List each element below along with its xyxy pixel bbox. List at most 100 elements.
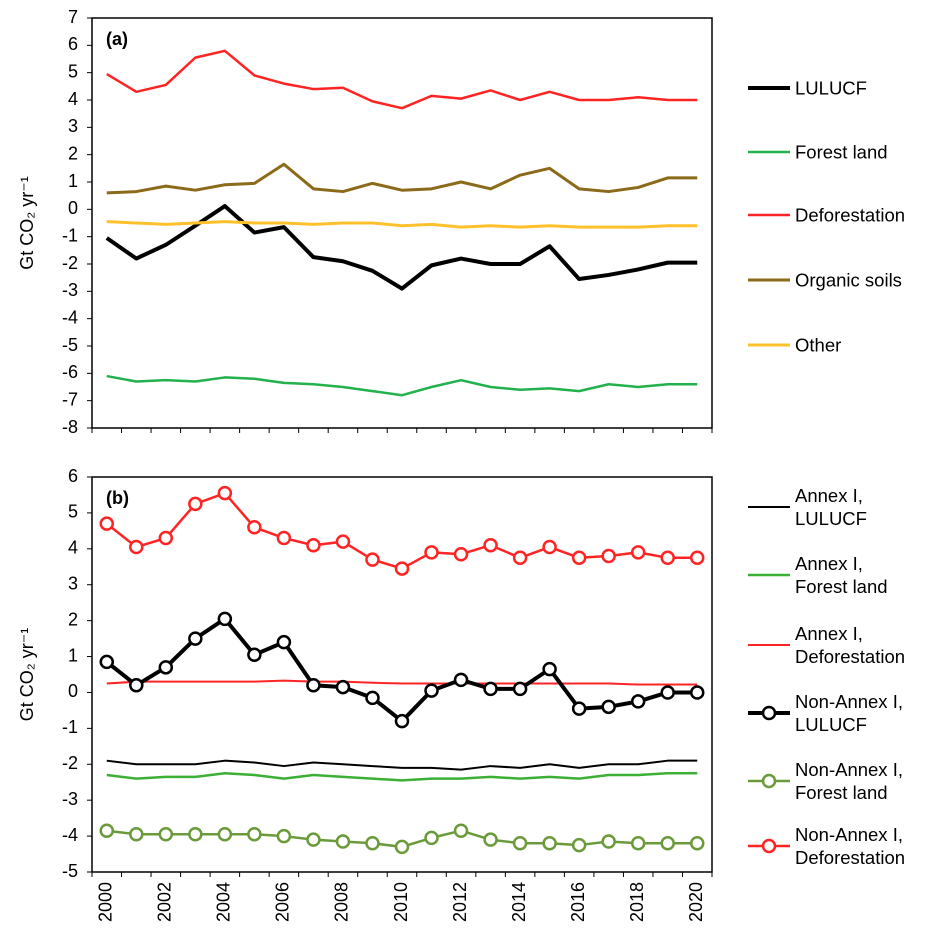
data-point [601,834,616,849]
data-point [453,672,469,688]
y-tick-label: -2 [62,253,78,273]
data-point [217,611,233,627]
data-point [453,823,469,838]
legend-label: Annex I, LULUCF [795,485,867,529]
legend-marker [761,705,777,721]
y-tick-label: 0 [68,198,78,218]
y-tick-label: -6 [62,362,78,382]
data-point [660,685,675,700]
data-point [188,496,203,512]
data-point [660,550,675,566]
y-tick-label: 0 [68,681,78,701]
data-point [424,545,439,560]
data-point [453,546,469,562]
y-tick-label: 3 [68,116,78,136]
x-tick-label: 2000 [96,882,116,922]
y-tick-label: 2 [68,609,78,629]
data-point [365,690,380,706]
data-point [630,694,646,709]
data-point [512,836,528,851]
x-tick-label: 2012 [450,882,470,922]
y-tick-label: 3 [68,573,78,593]
y-tick-label: -7 [62,389,78,409]
series-line [106,679,698,686]
data-point [424,683,439,698]
data-point [571,550,587,566]
series-line [106,49,698,110]
data-point [394,561,410,576]
data-point [483,681,498,697]
y-tick-label: -1 [62,225,78,245]
series-line [105,204,698,291]
y-tick-label: 5 [68,61,78,81]
x-tick-label: 2020 [686,882,706,922]
x-tick-label: 2016 [568,882,588,922]
data-point [129,827,144,842]
data-point [99,516,115,531]
data-point [512,550,528,566]
data-point [158,660,174,675]
data-point [689,550,705,566]
data-point [188,827,203,842]
series-line [106,374,698,397]
data-point [660,836,675,851]
data-point [276,530,292,546]
y-tick-label: -8 [62,417,78,437]
y-tick-label: 4 [68,538,78,558]
data-point [601,548,616,564]
data-point [483,832,498,847]
y-tick-label: -5 [62,335,78,355]
data-point [129,539,144,555]
data-point [365,836,380,851]
data-point [306,678,321,693]
plot-frame [91,476,713,873]
y-axis-title: Gt CO₂ yr⁻¹ [17,176,37,269]
legend-label: Non-Annex I, LULUCF [795,691,903,735]
y-tick-label: 6 [68,34,78,54]
data-point [630,545,646,560]
data-point [335,834,351,849]
data-point [129,678,144,693]
y-tick-label: -5 [62,861,78,881]
legend-label: Deforestation [795,204,906,226]
data-point [689,836,705,851]
data-point [306,537,321,553]
series-line [106,772,698,782]
data-point [306,832,321,847]
data-point [158,530,174,546]
data-point [512,681,528,697]
data-point [99,654,115,670]
legend-label: Non-Annex I, Deforestation [795,824,906,868]
data-point [247,520,262,535]
data-point [571,837,587,853]
y-axis-title: Gt CO₂ yr⁻¹ [17,628,37,721]
y-tick-label: -2 [62,753,78,773]
y-tick-label: 6 [68,466,78,486]
legend-marker [761,838,777,854]
panel-label: (b) [106,488,129,508]
data-point [335,534,351,549]
x-tick-label: 2006 [273,882,293,922]
data-point [542,661,557,677]
data-point [247,827,262,842]
data-point [188,631,203,646]
data-point [394,839,410,855]
panel-label: (a) [106,29,128,49]
legend-label: Non-Annex I, Forest land [795,759,903,803]
data-point [483,537,498,553]
data-point [99,823,115,838]
data-point [335,679,351,695]
data-point [247,647,262,662]
data-point [601,699,616,715]
y-tick-label: -1 [62,717,78,737]
series-line [106,220,698,229]
data-point [217,485,233,501]
series-line [106,162,698,195]
data-point [542,836,557,851]
series-line [106,759,698,771]
y-tick-label: -3 [62,280,78,300]
data-point [571,701,587,716]
data-point [689,685,705,700]
legend-label: LULUCF [795,77,867,99]
